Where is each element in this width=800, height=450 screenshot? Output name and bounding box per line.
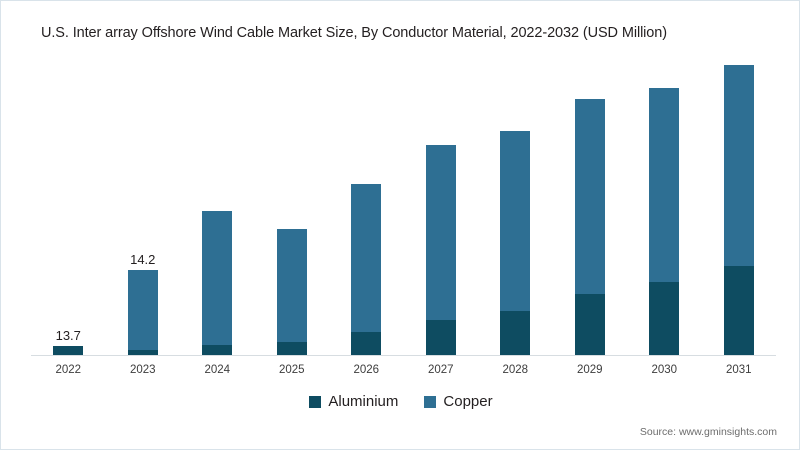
bar-segment-copper[interactable]	[127, 270, 158, 350]
bar-stack	[649, 88, 680, 356]
chart-title: U.S. Inter array Offshore Wind Cable Mar…	[41, 25, 667, 41]
bar-segment-aluminium[interactable]	[53, 346, 84, 356]
bar-segment-copper[interactable]	[276, 229, 307, 342]
x-tick-2030: 2030	[651, 364, 678, 376]
x-tick-2027: 2027	[427, 364, 454, 376]
chart-legend: Aluminium Copper	[1, 393, 799, 410]
bar-segment-aluminium[interactable]	[276, 342, 307, 356]
x-tick-2024: 2024	[204, 364, 231, 376]
bar-column-2029[interactable]	[574, 99, 605, 356]
bar-segment-copper[interactable]	[574, 99, 605, 294]
bar-segment-aluminium[interactable]	[649, 282, 680, 356]
x-axis-line	[31, 355, 776, 356]
x-tick-2026: 2026	[353, 364, 380, 376]
bar-column-2024[interactable]	[202, 211, 233, 356]
bar-segment-copper[interactable]	[202, 211, 233, 345]
bar-stack	[574, 99, 605, 356]
bar-segment-aluminium[interactable]	[723, 266, 754, 356]
x-axis-tick-labels: 2022 2023 2024 2025 2026 2027 2028 2029 2030 2031	[31, 364, 776, 386]
bar-value-label: 14.2	[130, 252, 156, 267]
bar-segment-copper[interactable]	[425, 145, 456, 320]
bar-stack	[276, 229, 307, 356]
bar-stack	[425, 145, 456, 356]
bar-segment-copper[interactable]	[351, 184, 382, 332]
legend-item-aluminium[interactable]: Aluminium	[309, 393, 398, 410]
bar-stack	[53, 346, 84, 356]
plot-area: 13.7 14.2	[31, 56, 776, 356]
bar-value-label: 13.7	[55, 328, 81, 343]
bar-segment-aluminium[interactable]	[574, 294, 605, 356]
x-tick-2023: 2023	[129, 364, 156, 376]
legend-item-copper[interactable]: Copper	[424, 393, 493, 410]
bar-column-2026[interactable]	[351, 184, 382, 356]
bar-segment-aluminium[interactable]	[202, 345, 233, 356]
bar-column-2022[interactable]: 13.7	[53, 328, 84, 356]
bar-column-2027[interactable]	[425, 145, 456, 356]
bar-stack	[202, 211, 233, 356]
bar-column-2030[interactable]	[649, 88, 680, 356]
bar-stack	[127, 270, 158, 356]
x-tick-2029: 2029	[576, 364, 603, 376]
legend-label: Aluminium	[328, 393, 399, 410]
bar-stack	[500, 131, 531, 356]
x-tick-2031: 2031	[725, 364, 752, 376]
x-tick-2028: 2028	[502, 364, 529, 376]
bar-segment-aluminium[interactable]	[127, 350, 158, 356]
x-tick-2025: 2025	[278, 364, 305, 376]
bar-segment-aluminium[interactable]	[425, 320, 456, 356]
legend-swatch-icon	[309, 395, 322, 408]
bar-segment-aluminium[interactable]	[351, 332, 382, 356]
bar-segment-copper[interactable]	[723, 65, 754, 266]
bar-column-2025[interactable]	[276, 229, 307, 356]
bar-segment-aluminium[interactable]	[500, 311, 531, 356]
bar-stack	[723, 65, 754, 356]
source-caption: Source: www.gminsights.com	[639, 426, 777, 438]
bar-column-2023[interactable]: 14.2	[127, 252, 158, 356]
bar-segment-copper[interactable]	[500, 131, 531, 311]
bar-segment-copper[interactable]	[649, 88, 680, 282]
x-tick-2022: 2022	[55, 364, 82, 376]
bar-stack	[351, 184, 382, 356]
bar-column-2028[interactable]	[500, 131, 531, 356]
legend-swatch-icon	[424, 395, 437, 408]
legend-label: Copper	[443, 393, 493, 410]
bar-column-2031[interactable]	[723, 65, 754, 356]
